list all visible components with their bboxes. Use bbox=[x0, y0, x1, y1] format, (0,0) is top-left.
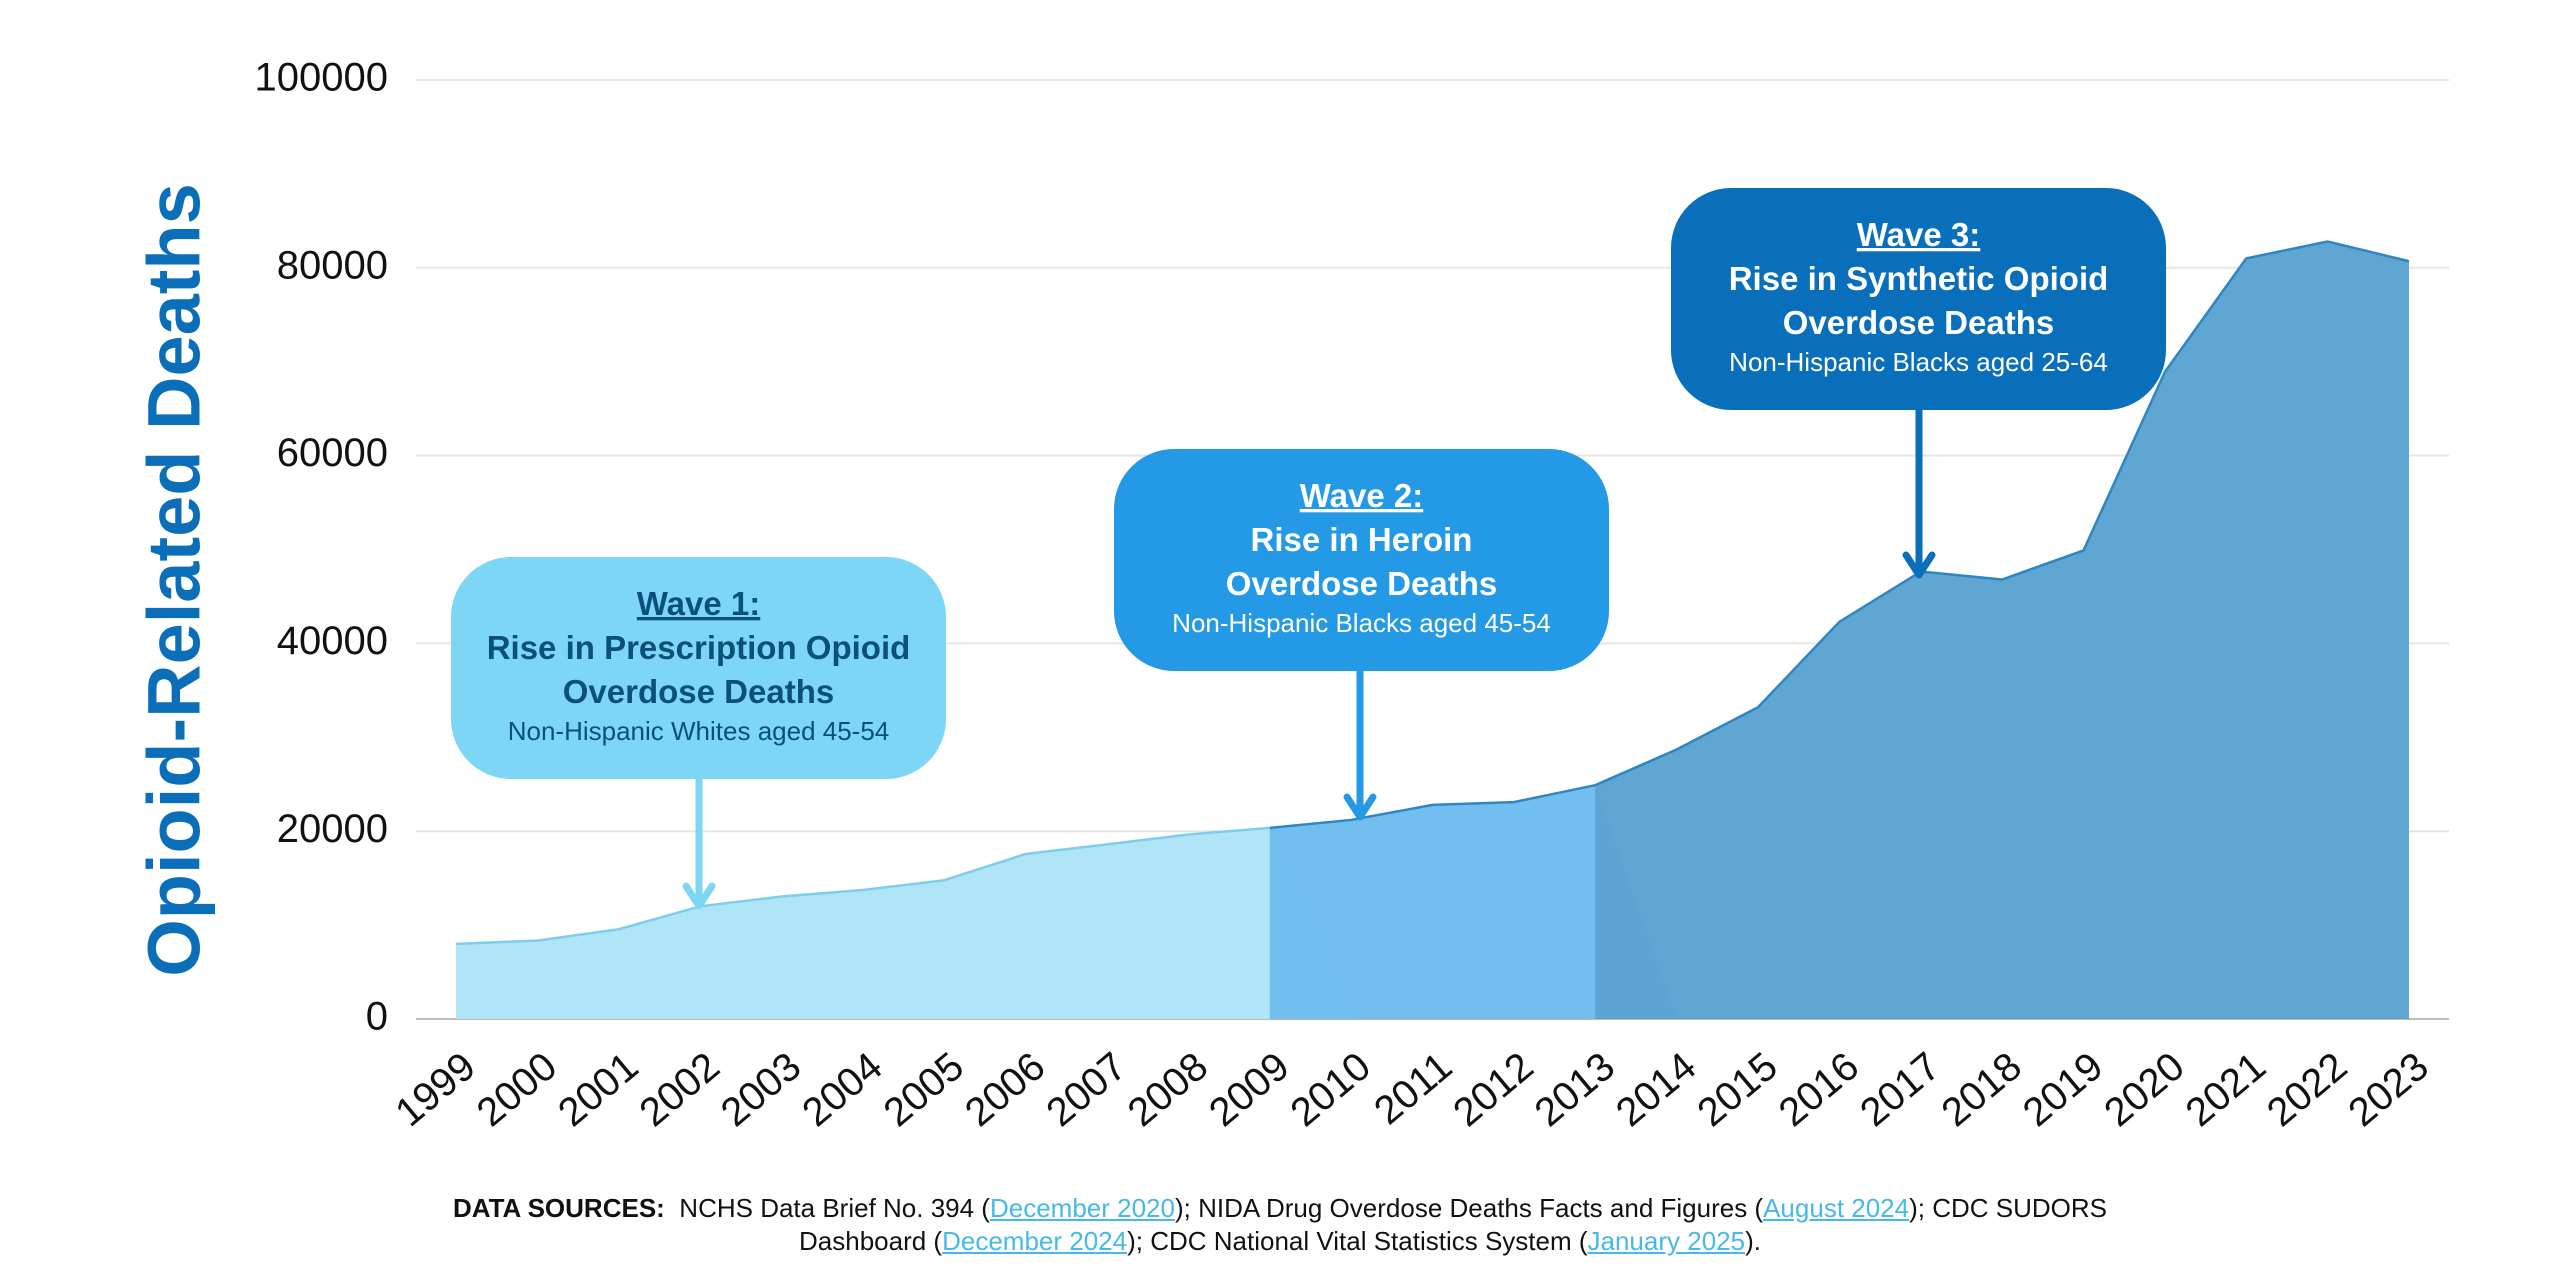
x-tick-label: 2002 bbox=[631, 1044, 727, 1135]
area-line bbox=[455, 826, 1270, 946]
x-tick-label: 2009 bbox=[1201, 1044, 1297, 1135]
x-tick-label: 2023 bbox=[2340, 1044, 2436, 1135]
area-fill bbox=[1269, 785, 1677, 1019]
footer-text: ); CDC SUDORS Dashboard ( bbox=[799, 1193, 2108, 1256]
annotation: Wave 2: Rise in Heroin Overdose Deaths Non-… bbox=[1114, 449, 1609, 821]
annotation-arrowhead bbox=[682, 882, 716, 910]
y-axis-title: Opioid-Related Deaths bbox=[133, 183, 216, 977]
x-tick-label: 2012 bbox=[1445, 1044, 1541, 1135]
x-tick-label: 2003 bbox=[713, 1044, 809, 1135]
x-tick-label: 2001 bbox=[550, 1044, 646, 1135]
y-tick-label: 100000 bbox=[255, 56, 388, 100]
x-tick-label: 2008 bbox=[1120, 1044, 1216, 1135]
x-tick-label: 2006 bbox=[957, 1044, 1053, 1135]
area-line bbox=[1269, 783, 1596, 830]
annotation-title: Wave 3: bbox=[1857, 216, 1981, 253]
annotation: Wave 1: Rise in Prescription Opioid Overdo… bbox=[451, 557, 946, 910]
source-link[interactable]: December 2020 bbox=[989, 1193, 1175, 1223]
area-fill bbox=[456, 827, 1352, 1019]
area-line bbox=[1594, 240, 2410, 787]
x-tick-label: 2020 bbox=[2096, 1044, 2192, 1135]
x-tick-label: 2011 bbox=[1366, 1044, 1460, 1133]
x-tick-label: 2022 bbox=[2259, 1044, 2355, 1135]
footer-label: DATA SOURCES: bbox=[452, 1193, 665, 1223]
footer-text: ). bbox=[1745, 1226, 1761, 1256]
annotation-box bbox=[1114, 449, 1609, 671]
annotation-population: Non-Hispanic Whites aged 45-54 bbox=[508, 716, 890, 746]
x-tick-label: 2010 bbox=[1282, 1044, 1378, 1135]
annotation-title: Wave 1: bbox=[637, 585, 761, 622]
annotation-arrowhead bbox=[1343, 793, 1377, 821]
source-link[interactable]: December 2024 bbox=[942, 1226, 1128, 1256]
annotation: Wave 3: Rise in Synthetic Opioid Overdose … bbox=[1671, 188, 2166, 579]
x-tick-label: 2013 bbox=[1527, 1044, 1623, 1135]
footer-text: NCHS Data Brief No. 394 ( bbox=[679, 1193, 990, 1223]
x-tick-label: 2021 bbox=[2178, 1044, 2274, 1135]
source-link[interactable]: August 2024 bbox=[1763, 1193, 1910, 1223]
x-tick-label: 2000 bbox=[469, 1044, 565, 1135]
annotation-title: Wave 2: bbox=[1300, 477, 1424, 514]
y-tick-label: 60000 bbox=[277, 431, 388, 475]
footer-text: ); NIDA Drug Overdose Deaths Facts and F… bbox=[1174, 1193, 1764, 1223]
y-tick-label: 0 bbox=[366, 995, 388, 1039]
annotation-line: Rise in Heroin bbox=[1251, 521, 1473, 558]
annotation-line: Overdose Deaths bbox=[1783, 304, 2054, 341]
x-tick-label: 2018 bbox=[1933, 1044, 2029, 1135]
x-tick-label: 2014 bbox=[1608, 1044, 1704, 1135]
x-tick-label: 1999 bbox=[387, 1044, 483, 1135]
footer-text: ); CDC National Vital Statistics System … bbox=[1127, 1226, 1588, 1256]
annotation-box bbox=[1671, 188, 2166, 410]
annotation-line: Rise in Synthetic Opioid bbox=[1729, 260, 2109, 297]
annotation-box bbox=[451, 557, 946, 779]
x-tick-label: 2015 bbox=[1689, 1044, 1785, 1135]
x-tick-label: 2017 bbox=[1852, 1044, 1948, 1135]
source-link[interactable]: January 2025 bbox=[1587, 1226, 1746, 1256]
footer: DATA SOURCES: NCHS Data Brief No. 394 (D… bbox=[415, 1192, 2145, 1258]
x-tick-label: 2019 bbox=[2015, 1044, 2111, 1135]
annotation-line: Overdose Deaths bbox=[563, 673, 834, 710]
annotation-population: Non-Hispanic Blacks aged 25-64 bbox=[1729, 347, 2108, 377]
y-tick-label: 80000 bbox=[277, 243, 388, 287]
annotation-line: Overdose Deaths bbox=[1226, 565, 1497, 602]
y-tick-label: 40000 bbox=[277, 619, 388, 663]
y-tick-label: 20000 bbox=[277, 807, 388, 851]
x-tick-label: 2007 bbox=[1038, 1044, 1134, 1135]
annotation-line: Rise in Prescription Opioid bbox=[487, 629, 911, 666]
x-tick-label: 2004 bbox=[794, 1044, 890, 1135]
x-tick-label: 2005 bbox=[876, 1044, 972, 1135]
area-fill bbox=[1595, 241, 2409, 1019]
annotation-population: Non-Hispanic Blacks aged 45-54 bbox=[1172, 608, 1551, 638]
x-tick-label: 2016 bbox=[1771, 1044, 1867, 1135]
annotation-arrowhead bbox=[1902, 551, 1936, 579]
